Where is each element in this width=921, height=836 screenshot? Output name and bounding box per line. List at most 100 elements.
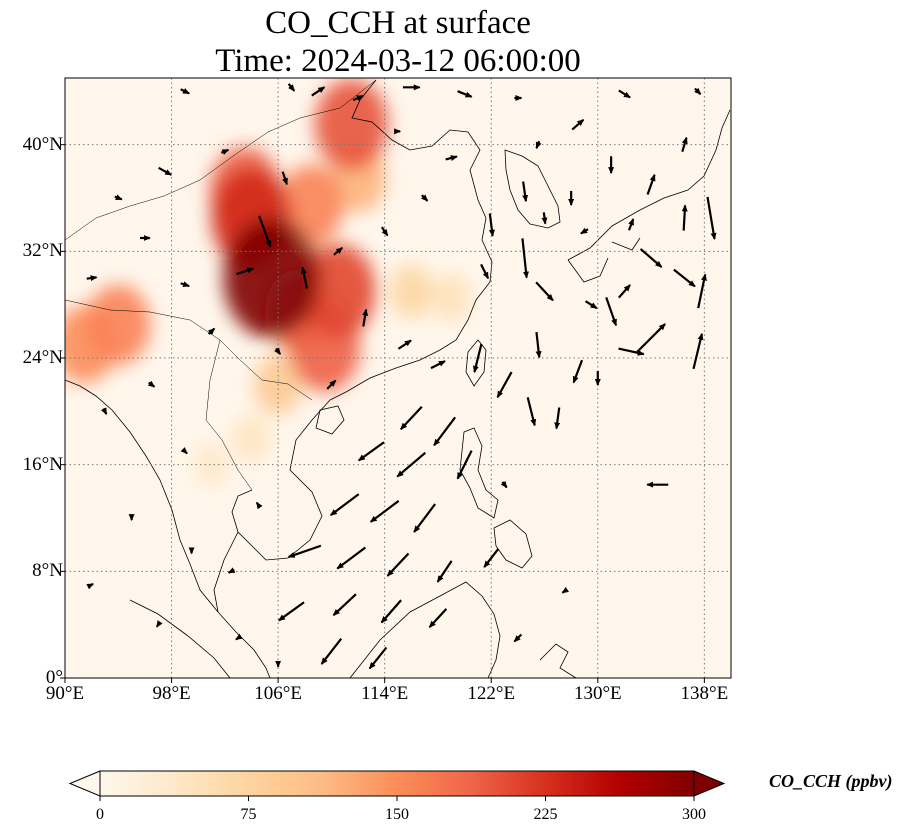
- coastline-taiwan: [465, 339, 487, 387]
- wind-arrow: [521, 238, 529, 279]
- wind-arrow: [636, 323, 666, 353]
- wind-arrow: [681, 136, 688, 152]
- plot-title-time: Time: 2024-03-12 06:00:00: [215, 43, 581, 79]
- wind-arrow: [554, 407, 561, 430]
- colorbar-extend-low: [68, 770, 101, 797]
- wind-arrow: [333, 246, 344, 256]
- wind-arrow: [357, 441, 385, 462]
- wind-arrow: [255, 501, 263, 510]
- y-tick-label: 8°N: [32, 560, 63, 582]
- graticule: [65, 78, 731, 678]
- wind-arrow: [368, 646, 388, 670]
- wind-arrow: [147, 380, 156, 388]
- x-tick-label: 138°E: [680, 683, 729, 704]
- wind-arrow: [541, 212, 548, 225]
- x-tick-label: 114°E: [361, 683, 409, 704]
- wind-arrow: [618, 89, 631, 99]
- wind-arrow: [396, 451, 427, 478]
- colorbar-ticks: [99, 796, 695, 801]
- wind-arrow: [400, 406, 423, 430]
- wind-arrow: [673, 268, 696, 288]
- wind-arrow: [500, 480, 508, 489]
- wind-arrow: [522, 181, 529, 203]
- concentration-hotspot: [232, 414, 271, 462]
- plot-title-variable: CO_CCH at surface: [265, 5, 531, 41]
- wind-arrow: [311, 86, 326, 97]
- wind-arrow: [480, 263, 490, 280]
- x-tick-label: 90°E: [45, 683, 85, 704]
- map-background: [65, 78, 731, 678]
- wind-arrow: [258, 215, 272, 248]
- wind-arrow: [114, 194, 123, 201]
- coastline-japan: [567, 109, 731, 283]
- y-tick-label: 0°: [45, 667, 63, 688]
- coastline-china-east: [329, 79, 493, 401]
- colorbar-tick-label: 300: [682, 806, 706, 823]
- wind-arrow: [287, 83, 296, 92]
- coastline-borneo: [349, 581, 501, 678]
- wind-arrow: [100, 407, 108, 416]
- x-tick-label: 98°E: [152, 683, 191, 704]
- wind-arrow: [706, 196, 717, 240]
- coastline-indochina: [65, 379, 331, 678]
- coastline-sumatra: [129, 599, 231, 678]
- coastline-philippines: [459, 427, 533, 569]
- wind-arrow: [326, 379, 337, 390]
- wind-arrow: [86, 582, 94, 590]
- concentration-hotspot: [431, 273, 471, 323]
- wind-arrow: [428, 608, 448, 628]
- wind-arrow: [235, 633, 243, 641]
- map-frame: [64, 77, 732, 679]
- wind-arrow: [526, 397, 537, 427]
- wind-arrow: [281, 171, 288, 186]
- wind-arrow: [433, 416, 456, 447]
- wind-arrow: [386, 552, 410, 577]
- wind-arrow: [430, 360, 446, 370]
- wind-arrow: [274, 347, 282, 355]
- wind-arrow: [697, 273, 707, 309]
- wind-arrow: [369, 499, 400, 523]
- concentration-hotspot: [314, 78, 389, 171]
- wind-arrow: [236, 267, 255, 276]
- wind-arrow: [618, 284, 631, 299]
- concentration-hotspot: [193, 442, 230, 488]
- wind-arrow: [180, 281, 191, 288]
- wind-arrow: [380, 226, 389, 237]
- wind-arrow: [332, 593, 357, 616]
- coastline-hainan: [315, 405, 345, 435]
- wind-arrow: [397, 339, 412, 350]
- colorbar-tick-label: 225: [533, 806, 558, 823]
- wind-arrow: [472, 343, 483, 373]
- axis-ticks: [60, 144, 705, 683]
- wind-arrow: [456, 450, 473, 480]
- y-tick-label: 32°N: [22, 240, 63, 262]
- wind-arrow: [287, 544, 322, 558]
- wind-arrow: [155, 620, 163, 628]
- wind-arrow: [320, 638, 343, 665]
- wind-arrow: [86, 275, 98, 282]
- wind-arrow: [535, 331, 542, 359]
- border-lines: [65, 79, 377, 491]
- wind-arrow: [584, 300, 598, 310]
- colorbar-gradient: [100, 771, 694, 796]
- coastline-korea: [504, 149, 561, 229]
- concentration-hotspot: [389, 263, 434, 319]
- wind-arrow: [694, 87, 702, 95]
- wind-arrow: [457, 90, 473, 98]
- wind-arrow: [362, 308, 369, 327]
- wind-arrow: [535, 140, 542, 150]
- wind-arrow: [436, 560, 453, 583]
- wind-arrow: [627, 218, 635, 231]
- wind-arrow: [639, 248, 663, 268]
- wind-arrow: [488, 213, 495, 237]
- concentration-hotspot: [86, 284, 151, 365]
- concentration-hotspot: [300, 244, 376, 339]
- colorbar-tick-label: 150: [385, 806, 409, 823]
- coastlines: [65, 79, 731, 678]
- wind-arrow: [220, 148, 230, 155]
- wind-arrow: [646, 173, 656, 195]
- wind-arrow: [207, 327, 216, 335]
- wind-vectors: [86, 83, 717, 670]
- wind-arrow: [496, 371, 513, 399]
